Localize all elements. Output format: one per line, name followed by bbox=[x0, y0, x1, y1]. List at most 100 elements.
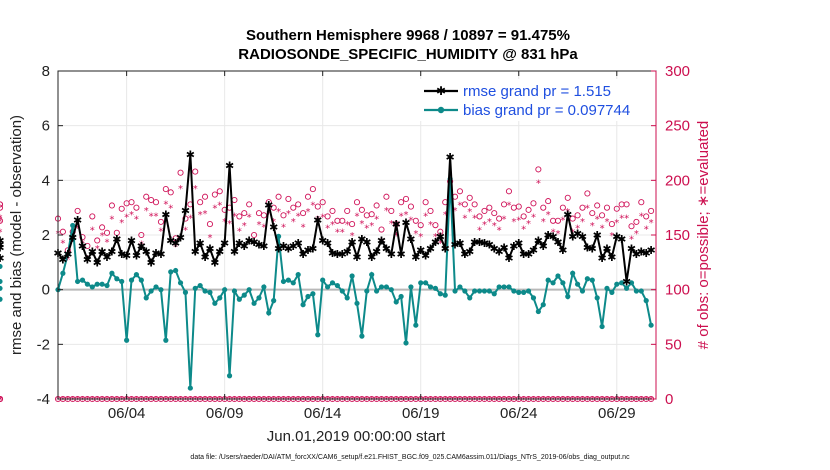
obs-evaluated-marker: * bbox=[217, 200, 222, 211]
obs-evaluated-zero-marker: * bbox=[526, 395, 531, 406]
obs-evaluated-zero-marker: * bbox=[639, 395, 644, 406]
obs-possible-marker bbox=[133, 204, 140, 211]
rmse-point: ✱ bbox=[411, 251, 420, 264]
obs-evaluated-marker: * bbox=[399, 211, 404, 222]
y-tick-label-left: 6 bbox=[42, 118, 50, 135]
obs-evaluated-marker: * bbox=[203, 209, 208, 220]
obs-evaluated-zero-marker: * bbox=[173, 395, 178, 406]
obs-evaluated-zero-marker: * bbox=[575, 395, 580, 406]
obs-evaluated-marker: * bbox=[536, 179, 541, 190]
bias-point bbox=[476, 288, 483, 294]
obs-possible-marker bbox=[94, 237, 101, 244]
obs-possible-marker bbox=[378, 226, 385, 233]
obs-evaluated-marker: * bbox=[0, 217, 3, 228]
obs-evaluated-zero-marker: * bbox=[119, 395, 124, 406]
rmse-point: ✱ bbox=[73, 214, 82, 227]
rmse-point: ✱ bbox=[568, 230, 577, 243]
obs-evaluated-marker: * bbox=[168, 204, 173, 215]
rmse-point: ✱ bbox=[524, 248, 533, 261]
rmse-point: ✱ bbox=[127, 234, 136, 247]
bias-point bbox=[168, 269, 174, 275]
obs-possible-marker bbox=[74, 207, 81, 214]
obs-evaluated-zero-marker: * bbox=[423, 395, 428, 406]
obs-evaluated-zero-marker: * bbox=[276, 395, 281, 406]
obs-possible-marker bbox=[344, 207, 351, 214]
rmse-point: ✱ bbox=[166, 234, 175, 247]
obs-evaluated-marker: * bbox=[310, 200, 315, 211]
rmse-point: ✱ bbox=[499, 241, 508, 254]
bias-point bbox=[643, 298, 649, 304]
obs-possible-marker bbox=[339, 217, 346, 224]
bias-point bbox=[633, 288, 639, 294]
bias-point bbox=[222, 287, 228, 293]
obs-possible-marker bbox=[99, 224, 106, 231]
obs-evaluated-zero-marker: * bbox=[315, 395, 320, 406]
obs-evaluated-zero-marker: * bbox=[247, 395, 252, 406]
rmse-point: ✱ bbox=[455, 237, 464, 250]
rmse-point: ✱ bbox=[602, 243, 611, 256]
obs-possible-marker bbox=[108, 202, 115, 209]
obs-evaluated-marker: * bbox=[286, 209, 291, 220]
bias-point bbox=[187, 385, 193, 391]
obs-possible-marker bbox=[216, 188, 223, 195]
obs-evaluated-zero-marker: * bbox=[75, 395, 80, 406]
obs-evaluated-marker: * bbox=[227, 219, 232, 230]
obs-evaluated-zero-marker: * bbox=[438, 395, 443, 406]
bias-point bbox=[99, 281, 105, 287]
rmse-point: ✱ bbox=[519, 248, 528, 261]
obs-evaluated-marker: * bbox=[404, 210, 409, 221]
legend: ✱ rmse grand pr = 1.515 bias grand pr = … bbox=[418, 79, 648, 121]
bias-point bbox=[378, 284, 385, 290]
obs-possible-marker bbox=[128, 199, 135, 206]
obs-evaluated-marker: * bbox=[433, 232, 438, 243]
bias-point bbox=[604, 285, 610, 291]
obs-possible-marker bbox=[349, 221, 356, 228]
bias-point bbox=[550, 280, 556, 286]
obs-evaluated-marker: * bbox=[634, 229, 639, 240]
rmse-point: ✱ bbox=[88, 245, 97, 258]
rmse-point: ✱ bbox=[274, 243, 283, 256]
obs-evaluated-marker: * bbox=[551, 228, 556, 239]
bias-point bbox=[638, 288, 644, 294]
bias-point bbox=[530, 295, 537, 301]
obs-evaluated-marker: * bbox=[163, 199, 168, 210]
rmse-point: ✱ bbox=[553, 236, 562, 249]
rmse-point: ✱ bbox=[328, 247, 337, 260]
rmse-point: ✱ bbox=[269, 221, 278, 234]
obs-evaluated-zero-marker: * bbox=[649, 395, 654, 406]
obs-evaluated-marker: * bbox=[100, 231, 105, 242]
bias-point bbox=[251, 300, 257, 306]
rmse-point: ✱ bbox=[284, 243, 293, 256]
rmse-point: ✱ bbox=[0, 234, 5, 247]
obs-possible-marker bbox=[201, 193, 209, 200]
rmse-point: ✱ bbox=[210, 256, 219, 269]
rmse-point: ✱ bbox=[416, 244, 425, 257]
obs-evaluated-zero-marker: * bbox=[585, 395, 590, 406]
obs-evaluated-zero-marker: * bbox=[350, 395, 355, 406]
bias-point bbox=[70, 222, 76, 229]
bias-point bbox=[486, 288, 492, 294]
obs-evaluated-zero-marker: * bbox=[580, 395, 585, 406]
obs-possible-marker bbox=[437, 228, 444, 235]
obs-evaluated-zero-marker: * bbox=[609, 395, 614, 406]
rmse-point: ✱ bbox=[588, 243, 597, 256]
obs-possible-marker bbox=[383, 193, 390, 200]
rmse-point: ✱ bbox=[308, 243, 317, 256]
obs-evaluated-marker: * bbox=[546, 210, 551, 221]
obs-evaluated-zero-marker: * bbox=[462, 395, 467, 406]
rmse-point: ✱ bbox=[539, 240, 548, 253]
obs-possible-marker bbox=[143, 193, 150, 200]
obs-evaluated-marker: * bbox=[541, 217, 546, 228]
obs-possible-marker bbox=[584, 190, 591, 197]
bias-point bbox=[467, 295, 473, 301]
obs-evaluated-marker: * bbox=[330, 220, 335, 231]
obs-evaluated-zero-marker: * bbox=[198, 395, 203, 406]
bias-point bbox=[0, 263, 3, 270]
obs-evaluated-marker: * bbox=[281, 222, 286, 233]
obs-evaluated-zero-marker: * bbox=[364, 395, 369, 406]
y-tick-label-left: 2 bbox=[42, 227, 50, 244]
obs-evaluated-zero-marker: * bbox=[457, 395, 462, 406]
rmse-point: ✱ bbox=[137, 240, 146, 253]
obs-evaluated-marker: * bbox=[207, 233, 212, 244]
